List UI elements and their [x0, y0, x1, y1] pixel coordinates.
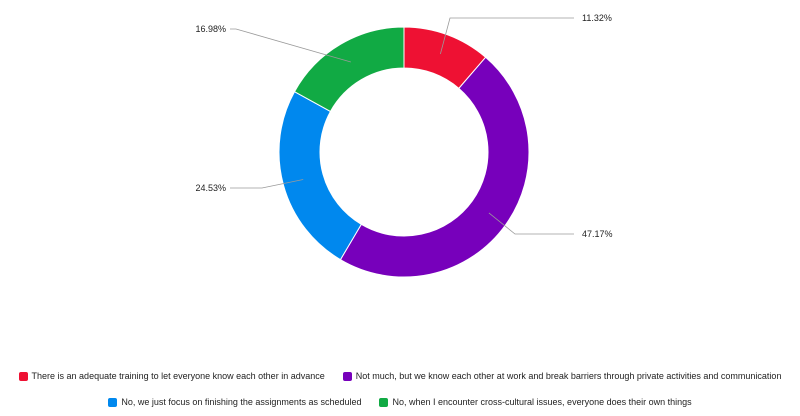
legend-label-2: Not much, but we know each other at work…: [355, 371, 782, 381]
leader-line-2: [488, 212, 574, 235]
slice-label-1: 11.32%: [582, 13, 612, 23]
legend-item-4[interactable]: No, when I encounter cross-cultural issu…: [379, 397, 692, 407]
slice-2[interactable]: [339, 56, 530, 278]
slice-label-4: 16.98%: [195, 24, 226, 34]
legend-item-3[interactable]: No, we just focus on finishing the assig…: [108, 397, 361, 407]
legend-swatch-1: [18, 371, 28, 381]
legend-item-1[interactable]: There is an adequate training to let eve…: [18, 371, 325, 381]
leader-line-3: [230, 179, 304, 189]
leader-lines: [230, 17, 574, 235]
legend-label-4: No, when I encounter cross-cultural issu…: [392, 397, 692, 407]
leader-line-4: [230, 28, 351, 63]
legend-swatch-3: [108, 397, 118, 407]
legend-swatch-4: [379, 397, 389, 407]
slice-label-3: 24.53%: [195, 183, 226, 193]
slice-4[interactable]: [293, 26, 405, 113]
slice-label-2: 47.17%: [582, 229, 613, 239]
leader-line-1: [439, 17, 574, 55]
legend-swatch-2: [342, 371, 352, 381]
legend-label-3: No, we just focus on finishing the assig…: [121, 397, 362, 407]
slice-labels: 11.32% 47.17% 24.53% 16.98%: [195, 13, 612, 239]
slices: [278, 26, 530, 278]
slice-3[interactable]: [278, 90, 362, 261]
legend-label-1: There is an adequate training to let eve…: [31, 371, 325, 381]
legend-item-2[interactable]: Not much, but we know each other at work…: [342, 371, 782, 381]
legend-row-2: No, we just focus on finishing the assig…: [0, 397, 800, 407]
legend-row-1: There is an adequate training to let eve…: [0, 371, 800, 381]
